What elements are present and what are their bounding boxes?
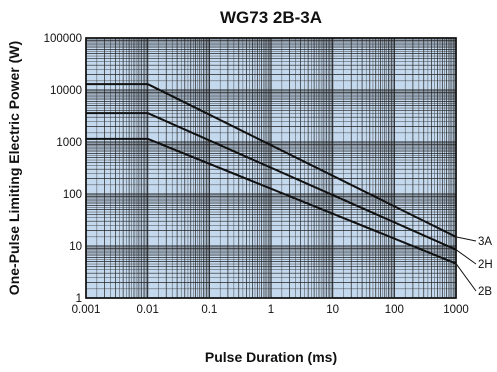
series-label-leader (455, 236, 477, 242)
x-tick-label: 100 (385, 304, 404, 316)
x-tick-label: 1 (268, 304, 274, 316)
series-line-2b (86, 137, 457, 265)
x-tick-label: 0.01 (136, 304, 158, 316)
series-label-3a: 3A (478, 236, 492, 248)
series-line-2h (86, 112, 457, 251)
y-axis-label: One-Pulse Limiting Electric Power (W) (6, 41, 22, 295)
x-tick-label: 0.001 (72, 304, 101, 316)
plot-border (85, 37, 457, 299)
series-label-2h: 2H (478, 259, 493, 271)
y-tick-label: 10000 (50, 85, 82, 97)
y-tick-labels: 1 10 100 1000 10000 100000 (44, 33, 82, 305)
y-tick-label: 1 (76, 293, 82, 305)
x-tick-label: 0.1 (201, 304, 217, 316)
y-tick-label: 100000 (44, 33, 82, 45)
x-tick-label: 1000 (443, 304, 469, 316)
series-lines (86, 83, 457, 265)
grid (86, 38, 456, 298)
x-tick-labels: 0.001 0.01 0.1 1 10 100 1000 (72, 304, 469, 316)
series-line-3a (86, 83, 457, 238)
y-tick-label: 100 (63, 189, 82, 201)
y-tick-label: 10 (69, 241, 82, 253)
series-labels: 3A 2H 2B (455, 236, 493, 298)
chart-title: WG73 2B-3A (220, 8, 322, 27)
x-axis-label: Pulse Duration (ms) (205, 349, 337, 365)
y-tick-label: 1000 (56, 137, 82, 149)
x-tick-label: 10 (326, 304, 339, 316)
series-label-leader (455, 263, 477, 292)
series-label-leader (455, 249, 477, 265)
series-label-2b: 2B (478, 286, 492, 298)
